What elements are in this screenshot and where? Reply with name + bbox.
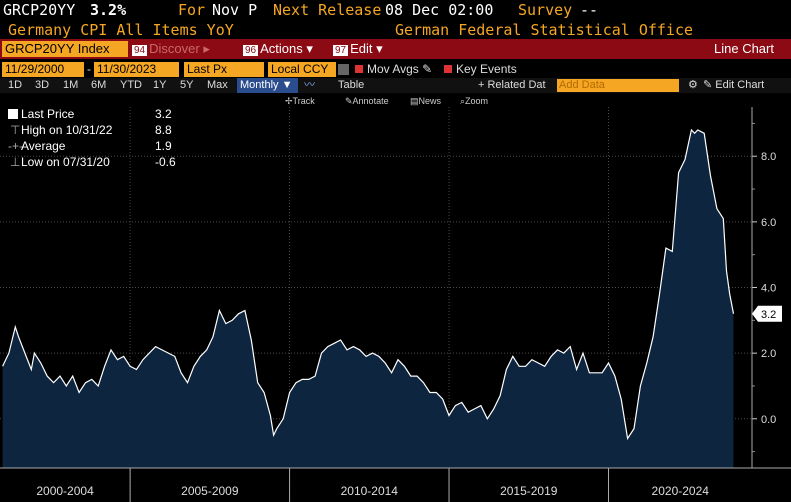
- survey-value: --: [580, 1, 599, 19]
- last-value-label: 3.2: [761, 309, 776, 321]
- field-selector[interactable]: Last Px: [184, 62, 264, 77]
- last-value-marker: [752, 305, 782, 322]
- for-value: Nov P: [212, 1, 258, 19]
- line-chart-icon[interactable]: 〰: [304, 79, 315, 91]
- chart-controls: 11/29/2000 - 11/30/2023 Last Px Local CC…: [0, 62, 791, 77]
- x-band-label: 2005-2009: [181, 484, 239, 498]
- related-data-button[interactable]: + Related Dat: [478, 79, 546, 91]
- key-events-toggle[interactable]: Key Events: [444, 62, 517, 77]
- settings-icon[interactable]: ⚙: [688, 79, 698, 91]
- next-release-label: Next Release: [273, 1, 382, 19]
- frequency-dropdown[interactable]: Monthly ▼: [237, 78, 298, 93]
- average-marker-icon: -+-: [8, 139, 23, 153]
- mov-avgs-icon: [355, 65, 363, 73]
- period-3d[interactable]: 3D: [35, 79, 50, 91]
- period-1m[interactable]: 1M: [63, 79, 79, 91]
- ticker-symbol: GRCP20YY: [3, 1, 76, 19]
- period-6m[interactable]: 6M: [91, 79, 107, 91]
- security-description: Germany CPI All Items YoY: [8, 21, 234, 39]
- zoom-tool[interactable]: ⌕ Zoom: [460, 96, 489, 106]
- track-tool[interactable]: ✢ Track: [285, 96, 315, 106]
- date-separator: -: [87, 62, 91, 76]
- news-tool[interactable]: ▤ News: [410, 96, 442, 106]
- mov-avgs-toggle[interactable]: Mov Avgs ✎: [355, 62, 432, 77]
- end-date-field[interactable]: 11/30/2023: [94, 62, 179, 77]
- x-band-label: 2010-2014: [341, 484, 399, 498]
- low-marker-icon: ⊥: [10, 155, 21, 169]
- period-selector: 1D 3D 1M 6M YTD 1Y 5Y Max Monthly ▼ 〰 Ta…: [0, 78, 791, 93]
- add-data-input[interactable]: Add Data: [557, 79, 679, 92]
- last-price-swatch-icon: [8, 109, 18, 119]
- y-tick-label: 0.0: [761, 414, 776, 426]
- discover-menu[interactable]: 94 Discover ▸: [132, 41, 210, 56]
- next-release-value: 08 Dec 02:00: [385, 1, 494, 19]
- x-band-label: 2020-2024: [652, 484, 710, 498]
- chart-type-label: Line Chart: [714, 41, 774, 56]
- y-tick-label: 6.0: [761, 217, 776, 229]
- table-button[interactable]: Table: [338, 79, 365, 91]
- period-ytd[interactable]: YTD: [120, 79, 142, 91]
- x-band-label: 2015-2019: [500, 484, 558, 498]
- period-1y[interactable]: 1Y: [153, 79, 167, 91]
- period-5y[interactable]: 5Y: [180, 79, 194, 91]
- currency-selector[interactable]: Local CCY: [268, 62, 336, 77]
- currency-dropdown-icon[interactable]: [338, 64, 349, 75]
- annotate-tool[interactable]: ✎ Annotate: [345, 96, 389, 106]
- period-max[interactable]: Max: [207, 79, 228, 91]
- header-row: GRCP20YY 3.2% For Nov P Next Release 08 …: [0, 0, 791, 21]
- start-date-field[interactable]: 11/29/2000: [2, 62, 84, 77]
- for-label: For: [178, 1, 206, 19]
- period-1d[interactable]: 1D: [8, 79, 23, 91]
- last-value: 3.2%: [90, 1, 127, 19]
- actions-menu[interactable]: 96 Actions ▾: [243, 41, 313, 56]
- y-tick-label: 4.0: [761, 283, 776, 295]
- edit-menu[interactable]: 97 Edit ▾: [333, 41, 383, 56]
- survey-label: Survey: [518, 1, 573, 19]
- series-line: [2, 128, 735, 441]
- header-description-row: Germany CPI All Items YoY German Federal…: [0, 21, 791, 39]
- x-band-label: 2000-2004: [36, 484, 94, 498]
- high-marker-icon: ⊤: [10, 123, 21, 137]
- y-tick-label: 8.0: [761, 151, 776, 163]
- y-axis: 0.0 2.0 4.0 6.0 8.0 3.2: [751, 107, 782, 468]
- edit-chart-button[interactable]: ✎ Edit Chart: [703, 79, 765, 91]
- ticker-field[interactable]: GRCP20YY Index: [2, 41, 128, 57]
- x-axis: 2000-2004 2005-2009 2010-2014 2015-2019 2020…: [0, 467, 791, 502]
- y-tick-label: 2.0: [761, 348, 776, 360]
- series-area: [2, 130, 734, 468]
- function-toolbar: GRCP20YY Index 94 Discover ▸ 96 Actions ▾ …: [0, 39, 791, 59]
- data-source: German Federal Statistical Office: [395, 21, 694, 39]
- key-events-icon: [444, 65, 452, 73]
